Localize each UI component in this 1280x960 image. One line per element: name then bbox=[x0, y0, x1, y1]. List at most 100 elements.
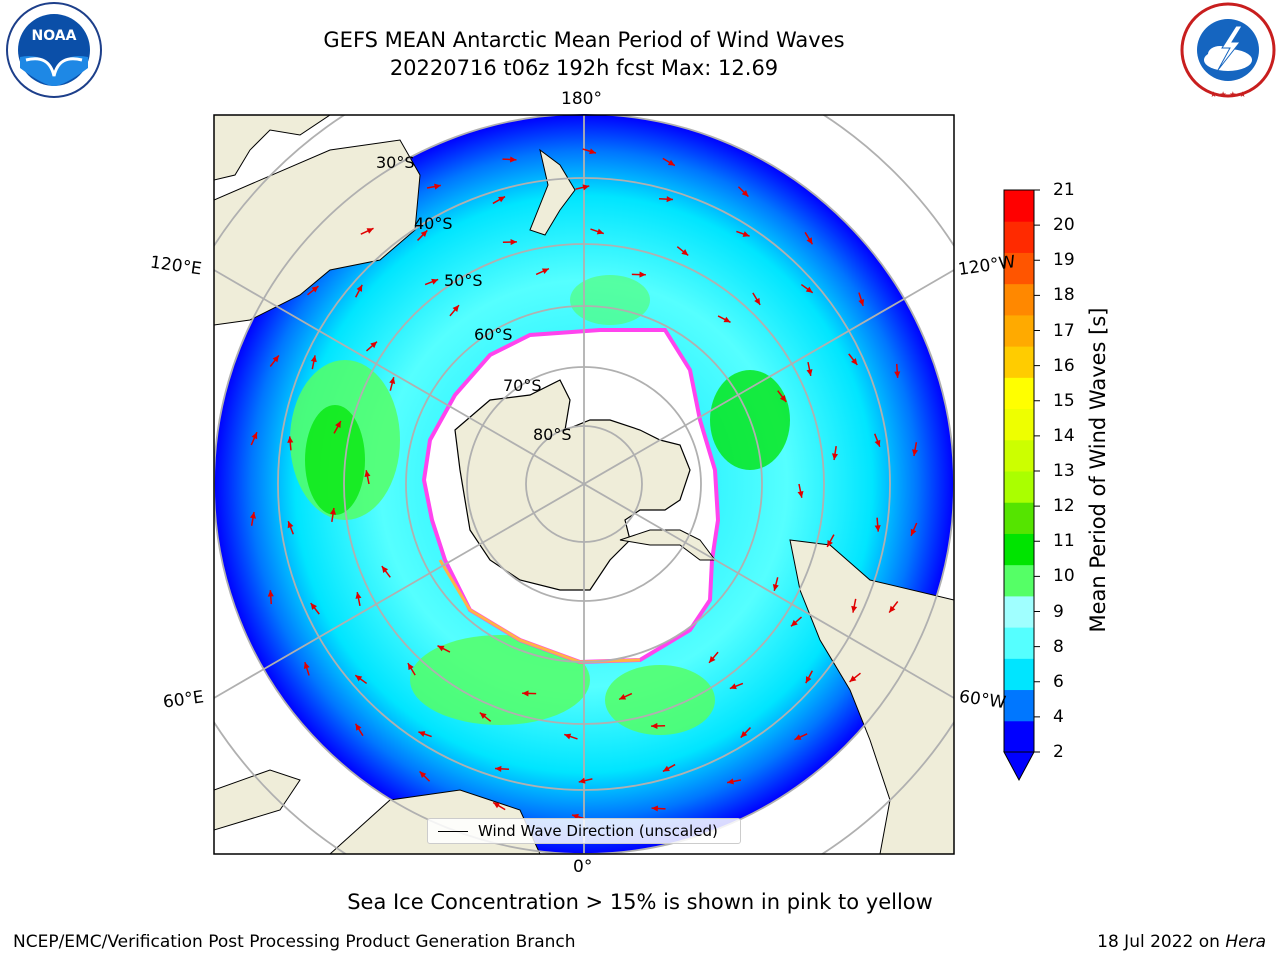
colorbar-segment bbox=[1004, 689, 1034, 722]
wave-direction-arrowhead bbox=[479, 712, 487, 719]
wave-direction-arrowhead bbox=[666, 196, 674, 203]
wave-direction-arrowhead bbox=[667, 159, 675, 166]
wave-direction-arrowhead bbox=[874, 439, 881, 447]
wave-direction-arrowhead bbox=[494, 765, 502, 772]
colorbar-tick-label: 4 bbox=[1053, 706, 1064, 727]
colorbar-segment bbox=[1004, 283, 1034, 316]
lat-label-60s: 60°S bbox=[474, 325, 513, 344]
colorbar-segment bbox=[1004, 564, 1034, 597]
lat-label-80s: 80°S bbox=[533, 425, 572, 444]
wave-direction-arrowhead bbox=[370, 341, 377, 349]
chart-subtitle: 20220716 t06z 192h fcst Max: 12.69 bbox=[389, 56, 779, 80]
wave-direction-arrowhead bbox=[754, 297, 761, 305]
wave-direction-arrowhead bbox=[858, 298, 865, 306]
wave-direction-arrowhead bbox=[419, 771, 427, 779]
nws-logo: ★ ★ ★ ★ bbox=[1180, 2, 1276, 99]
wave-direction-arrowhead bbox=[772, 583, 779, 591]
wave-direction-arrowhead bbox=[522, 690, 529, 697]
wave-direction-arrowhead bbox=[851, 605, 858, 613]
wave-direction-arrowhead bbox=[662, 765, 670, 772]
credit-system: Hera bbox=[1225, 932, 1266, 952]
wave-direction-arrowhead bbox=[564, 733, 572, 740]
wave-direction-arrowhead bbox=[249, 511, 256, 519]
wave-direction-arrowhead bbox=[779, 395, 787, 402]
colorbar-tick-label: 18 bbox=[1053, 285, 1075, 306]
wave-direction-arrowhead bbox=[407, 663, 414, 671]
wave-direction-arrowhead bbox=[709, 656, 716, 663]
colorbar-segment bbox=[1004, 377, 1034, 410]
noaa-logo-text: NOAA bbox=[32, 28, 77, 44]
wave-direction-arrowhead bbox=[578, 777, 586, 784]
wave-direction-arrowhead bbox=[541, 268, 549, 274]
wave-direction-arrowhead bbox=[805, 676, 812, 684]
wave-direction-arrowhead bbox=[910, 528, 917, 536]
colorbar-segment bbox=[1004, 471, 1034, 503]
colorbar-segment bbox=[1004, 252, 1034, 285]
wave-direction-arrowhead bbox=[355, 675, 363, 682]
wave-direction-arrowhead bbox=[251, 432, 258, 440]
wave-direction-arrowhead bbox=[827, 539, 833, 547]
colorbar-segment bbox=[1004, 627, 1034, 659]
wave-direction-arrowhead bbox=[418, 731, 426, 737]
wave-direction-arrowhead bbox=[355, 592, 362, 599]
wave-direction-arrowhead bbox=[498, 196, 506, 203]
colorbar-tick-label: 6 bbox=[1053, 671, 1064, 692]
wave-direction-arrowhead bbox=[310, 603, 317, 610]
chart-title: GEFS MEAN Antarctic Mean Period of Wind … bbox=[323, 28, 845, 52]
colorbar-tick-label: 2 bbox=[1053, 742, 1064, 762]
wave-direction-arrowhead bbox=[832, 453, 839, 460]
lat-label-70s: 70°S bbox=[503, 376, 542, 395]
wave-direction-arrowhead bbox=[741, 189, 749, 197]
lat-label-50s: 50°S bbox=[444, 271, 483, 290]
colorbar-segment bbox=[1004, 314, 1034, 347]
wave-direction-arrowhead bbox=[851, 358, 858, 365]
colorbar-tick-label: 14 bbox=[1053, 425, 1075, 446]
wave-direction-arrowhead bbox=[510, 239, 517, 246]
colorbar-label: Mean Period of Wind Waves [s] bbox=[1086, 307, 1110, 633]
colorbar-segment bbox=[1004, 720, 1034, 753]
wave-direction-arrowhead bbox=[493, 802, 501, 809]
wave-direction-arrowhead bbox=[681, 249, 689, 256]
colorbar-segment bbox=[1004, 408, 1034, 441]
colorbar-segment bbox=[1004, 346, 1034, 378]
wave-direction-arrowhead bbox=[589, 148, 597, 155]
noaa-logo: NOAA bbox=[6, 2, 102, 98]
wave-direction-arrowhead bbox=[582, 184, 590, 191]
svg-text:★ ★ ★ ★: ★ ★ ★ ★ bbox=[1210, 90, 1246, 99]
colorbar-segment bbox=[1004, 658, 1034, 691]
colorbar-segment bbox=[1004, 439, 1034, 472]
wave-direction-arrowhead bbox=[437, 645, 445, 652]
wave-direction-arrowhead bbox=[364, 470, 371, 478]
wave-direction-arrowhead bbox=[849, 675, 857, 682]
wave-direction-arrowhead bbox=[894, 371, 901, 378]
wave-direction-arrowhead bbox=[912, 449, 919, 457]
credit-left: NCEP/EMC/Verification Post Processing Pr… bbox=[13, 932, 576, 952]
colorbar-tick-label: 16 bbox=[1053, 355, 1075, 376]
wave-direction-arrowhead bbox=[651, 805, 658, 812]
colorbar-tick-label: 20 bbox=[1053, 215, 1075, 236]
wave-direction-arrowhead bbox=[431, 278, 439, 285]
lon-label-0: 0° bbox=[573, 857, 593, 877]
colorbar-tick-label: 8 bbox=[1053, 636, 1064, 657]
wave-direction-arrowhead bbox=[287, 521, 294, 529]
lon-label-180: 180° bbox=[561, 89, 602, 109]
colorbar-tick-label: 9 bbox=[1053, 601, 1064, 622]
colorbar-segment bbox=[1004, 502, 1034, 534]
colorbar-segment bbox=[1004, 221, 1034, 253]
colorbar-tick-label: 12 bbox=[1053, 496, 1075, 517]
wave-direction-arrowhead bbox=[310, 355, 317, 363]
wave-direction-arrowhead bbox=[742, 231, 750, 237]
wave-direction-arrowhead bbox=[889, 605, 896, 613]
wave-direction-arrowhead bbox=[452, 305, 459, 312]
wave-direction-arrowhead bbox=[806, 237, 813, 245]
wave-direction-arrowhead bbox=[874, 525, 881, 532]
wave-direction-arrowhead bbox=[729, 683, 737, 690]
colorbar-tick-label: 10 bbox=[1053, 566, 1075, 587]
wave-direction-arrowhead bbox=[267, 590, 274, 597]
wave-direction-arrowhead bbox=[794, 734, 802, 740]
wave-direction-arrowhead bbox=[420, 230, 428, 238]
lat-label-30s: 30°S bbox=[376, 153, 415, 172]
colorbar-tick-label: 15 bbox=[1053, 390, 1075, 411]
wave-direction-arrowhead bbox=[287, 436, 294, 443]
credit-date: 18 Jul 2022 on bbox=[1097, 932, 1220, 952]
